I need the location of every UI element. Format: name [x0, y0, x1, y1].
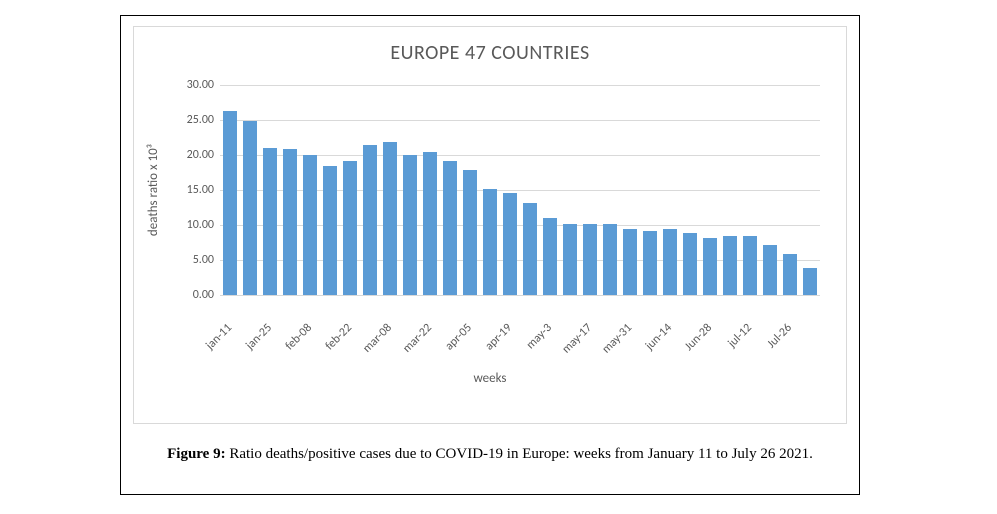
bars-container	[220, 85, 820, 295]
bar	[383, 142, 397, 295]
bar	[783, 254, 797, 295]
bar	[423, 152, 437, 295]
bar	[283, 149, 297, 295]
bar	[323, 166, 337, 296]
figure-label: Figure 9:	[167, 446, 225, 462]
bar	[703, 238, 717, 295]
bar	[603, 224, 617, 295]
bar	[503, 193, 517, 295]
chart-title: EUROPE 47 COUNTRIES	[134, 41, 846, 65]
bar	[803, 268, 817, 295]
y-tick-label: 20.00	[187, 148, 214, 162]
bar	[563, 224, 577, 295]
y-axis-tick-labels: 0.005.0010.0015.0020.0025.0030.00	[174, 85, 214, 295]
bar	[523, 203, 537, 295]
bar	[763, 245, 777, 295]
bar	[443, 161, 457, 295]
bar	[463, 170, 477, 295]
y-tick-label: 30.00	[187, 78, 214, 92]
y-tick-label: 0.00	[193, 288, 214, 302]
x-axis-title: weeks	[134, 371, 846, 386]
chart-frame: EUROPE 47 COUNTRIES deaths ratio x 10³ 0…	[133, 26, 847, 424]
bar	[663, 229, 677, 296]
bar	[303, 155, 317, 295]
y-tick-label: 15.00	[187, 183, 214, 197]
plot-area	[220, 85, 820, 295]
figure-caption-text: Ratio deaths/positive cases due to COVID…	[226, 446, 813, 462]
y-axis-title: deaths ratio x 10³	[146, 85, 161, 295]
y-tick-label: 25.00	[187, 113, 214, 127]
y-tick-label: 5.00	[193, 253, 214, 267]
bar	[543, 218, 557, 295]
bar	[263, 148, 277, 295]
bar	[363, 145, 377, 295]
bar	[643, 231, 657, 295]
bar	[343, 161, 357, 295]
bar	[583, 224, 597, 295]
bar	[623, 229, 637, 296]
gridline	[220, 295, 820, 296]
bar	[223, 111, 237, 295]
y-tick-label: 10.00	[187, 218, 214, 232]
bar	[243, 121, 257, 295]
figure-caption: Figure 9: Ratio deaths/positive cases du…	[121, 446, 859, 463]
x-axis-tick-labels: jan-11jan-25feb-08feb-22mar-08mar-22apr-…	[220, 299, 820, 369]
bar	[403, 155, 417, 295]
bar	[743, 236, 757, 295]
bar	[723, 236, 737, 295]
bar	[483, 189, 497, 295]
bar	[683, 233, 697, 295]
figure-outer-frame: EUROPE 47 COUNTRIES deaths ratio x 10³ 0…	[120, 15, 860, 495]
